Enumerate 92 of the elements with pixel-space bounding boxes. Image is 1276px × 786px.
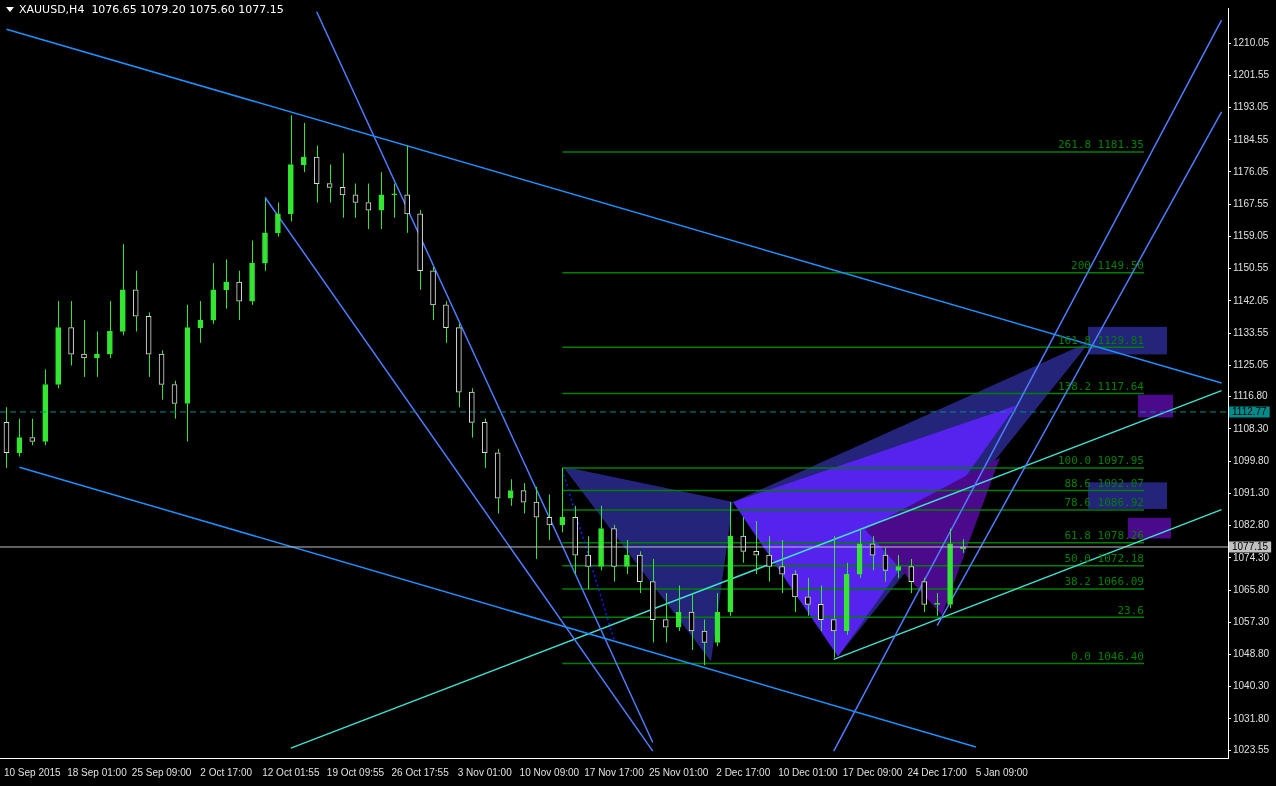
y-tick-label: 1142.05 [1233,294,1269,306]
candlestick [637,550,643,594]
series-label: 38.2 1066.09 [1064,575,1144,589]
candlestick [300,122,307,173]
y-tick-label: 1074.30 [1233,551,1270,563]
y-tick-label: 1099.80 [1233,454,1270,466]
y-tick-label: 1184.55 [1233,133,1269,145]
candlestick [223,258,230,310]
candlestick [830,535,837,659]
candlestick [456,323,462,408]
candlestick [42,368,49,446]
chart-title: XAUUSD,H4 1076.65 1079.20 1075.60 1077.15 [19,3,284,16]
y-tick-label: 1048.80 [1233,648,1270,660]
candlestick [947,528,953,609]
candlestick [572,505,579,575]
ref-line-label: 1112.77 [1232,405,1268,417]
candlestick [132,270,139,332]
candlestick [662,592,669,643]
candlestick [288,114,294,222]
candlestick [921,577,928,613]
candlestick [378,171,385,230]
x-tick-label: 26 Oct 17:55 [391,766,450,778]
candlestick [817,584,824,632]
candlestick [275,202,281,238]
y-tick-label: 1193.05 [1233,101,1269,113]
candlestick [481,418,488,469]
x-tick-label: 10 Dec 01:00 [778,766,839,778]
y-tick-label: 1108.30 [1233,422,1269,434]
series-label: 23.6 [1117,603,1144,617]
y-tick-label: 1023.55 [1233,743,1270,755]
y-tick-label: 1031.80 [1233,712,1270,724]
y-tick-label: 1116.80 [1233,390,1269,402]
x-tick-label: 10 Sep 2015 [3,766,62,778]
candlestick [843,562,850,636]
x-tick-label: 18 Sep 01:00 [67,766,128,778]
candlestick [404,145,411,234]
y-tick-label: 1176.05 [1233,165,1269,177]
x-tick-label: 2 Dec 17:00 [716,766,771,778]
series-label: 50.0 1072.18 [1064,552,1144,566]
candlestick [805,577,811,617]
candlestick [766,535,772,583]
candlestick [598,505,604,571]
candlestick [210,262,217,325]
candlestick [559,467,566,533]
candlestick [417,209,423,291]
candlestick [313,145,320,204]
y-tick-label: 1133.55 [1233,326,1269,338]
series-label: 100.0 1097.95 [1057,454,1144,468]
series-label: 261.8 1181.35 [1057,138,1144,152]
y-tick-label: 1040.30 [1233,680,1270,692]
candlestick [249,239,255,306]
candlestick [779,539,785,594]
x-tick-label: 24 Dec 17:00 [907,766,968,778]
x-tick-label: 25 Nov 01:00 [648,766,709,778]
y-tick-label: 1091.30 [1233,487,1270,499]
candlestick [908,558,915,594]
candlestick [107,300,113,359]
candlestick [119,243,126,336]
candlestick [507,478,514,507]
candlestick [649,558,656,643]
x-tick-label: 17 Dec 09:00 [842,766,903,778]
candlestick [391,183,398,219]
y-tick-label: 1057.30 [1233,616,1270,628]
y-tick-label: 1150.55 [1233,262,1269,274]
series-label: 61.8 1078.26 [1064,529,1144,543]
candlestick [262,198,268,272]
candlestick [236,270,242,321]
candlestick [29,418,36,446]
y-tick-label: 1201.55 [1233,69,1270,81]
y-tick-label: 1082.80 [1233,519,1270,531]
candlestick [624,539,630,575]
x-tick-label: 25 Sep 09:00 [131,766,192,778]
y-tick-label: 1125.05 [1233,359,1269,371]
y-tick-label: 1159.05 [1233,230,1269,242]
x-tick-label: 19 Oct 09:55 [326,766,385,778]
candlestick [585,535,591,590]
series-label: 0.0 1046.40 [1071,649,1144,663]
y-tick-label: 1210.05 [1233,36,1270,48]
candlestick [55,300,61,389]
x-tick-label: 3 Nov 01:00 [457,766,513,778]
ref-line-label: 1077.15 [1232,540,1269,552]
candlestick [326,164,333,204]
x-tick-label: 2 Oct 17:00 [200,766,253,778]
candlestick [468,387,475,439]
candlestick [443,300,449,344]
y-tick-label: 1065.80 [1233,583,1270,595]
candlestick [895,554,902,579]
x-tick-label: 17 Nov 17:00 [584,766,645,778]
x-tick-label: 5 Jan 09:00 [975,766,1029,778]
y-tick-label: 1167.55 [1233,197,1269,209]
x-tick-label: 10 Nov 09:00 [519,766,580,778]
x-tick-label: 12 Oct 01:55 [262,766,320,778]
